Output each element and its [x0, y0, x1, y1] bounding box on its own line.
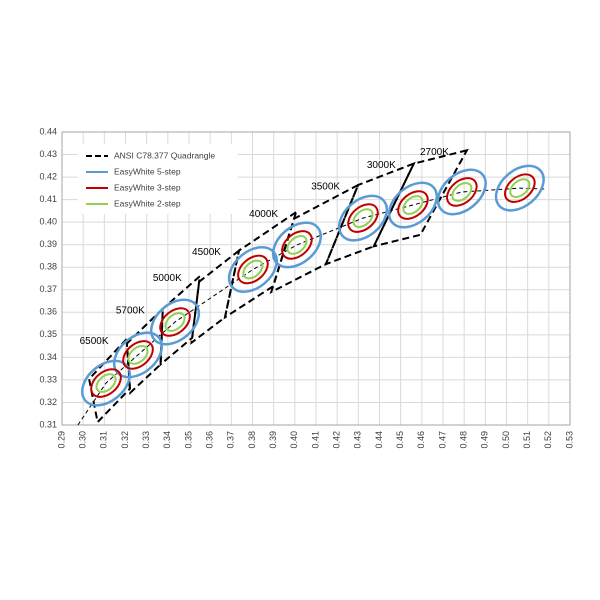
legend-label: EasyWhite 2-step: [114, 198, 181, 208]
y-tick-label: 0.37: [39, 284, 57, 294]
x-tick-label: 0.53: [564, 431, 574, 449]
x-tick-label: 0.43: [353, 431, 363, 449]
x-tick-label: 0.50: [501, 431, 511, 449]
legend-label: EasyWhite 5-step: [114, 166, 181, 176]
macadam-ellipse: [397, 190, 429, 220]
x-tick-label: 0.42: [332, 431, 342, 449]
macadam-ellipse: [509, 178, 531, 198]
x-tick-label: 0.35: [183, 431, 193, 449]
x-tick-label: 0.48: [459, 431, 469, 449]
y-tick-label: 0.41: [39, 194, 57, 204]
x-tick-label: 0.51: [522, 431, 532, 449]
quadrangle: [269, 182, 361, 294]
cct-label: 3500K: [311, 182, 340, 193]
macadam-ellipse: [352, 208, 374, 228]
macadam-ellipse: [504, 173, 536, 203]
cct-label: 4000K: [249, 209, 278, 220]
macadam-ellipse: [451, 182, 473, 202]
y-tick-label: 0.42: [39, 171, 57, 181]
macadam-ellipse: [95, 373, 117, 393]
macadam-ellipse: [122, 340, 154, 370]
quadrangle: [371, 148, 469, 248]
macadam-ellipse: [387, 181, 438, 229]
x-tick-label: 0.32: [120, 431, 130, 449]
macadam-ellipse: [164, 312, 186, 332]
x-tick-label: 0.38: [247, 431, 257, 449]
macadam-ellipse: [286, 235, 308, 255]
x-tick-label: 0.31: [99, 431, 109, 449]
x-tick-label: 0.45: [395, 431, 405, 449]
x-tick-label: 0.34: [162, 431, 172, 449]
cct-label: 5700K: [116, 305, 145, 316]
macadam-ellipse: [494, 164, 545, 212]
x-tick-label: 0.40: [289, 431, 299, 449]
macadam-ellipse: [281, 230, 313, 260]
cct-label: 3000K: [367, 160, 396, 171]
cct-label: 6500K: [80, 336, 109, 347]
macadam-ellipse: [436, 168, 487, 216]
y-tick-label: 0.32: [39, 397, 57, 407]
y-tick-label: 0.38: [39, 262, 57, 272]
y-tick-label: 0.43: [39, 149, 57, 159]
x-tick-label: 0.30: [78, 431, 88, 449]
y-tick-label: 0.35: [39, 329, 57, 339]
x-tick-label: 0.49: [480, 431, 490, 449]
y-tick-label: 0.36: [39, 307, 57, 317]
x-tick-label: 0.44: [374, 431, 384, 449]
macadam-ellipse: [242, 259, 264, 280]
y-tick-label: 0.33: [39, 374, 57, 384]
x-tick-label: 0.37: [226, 431, 236, 449]
macadam-ellipse: [446, 177, 478, 207]
cct-label: 2700K: [420, 147, 449, 158]
y-tick-label: 0.39: [39, 239, 57, 249]
x-tick-label: 0.33: [141, 431, 151, 449]
cct-label: 5000K: [153, 273, 182, 284]
macadam-ellipse: [81, 359, 132, 407]
y-tick-label: 0.44: [39, 126, 57, 136]
macadam-ellipse: [271, 221, 322, 269]
macadam-ellipse: [127, 345, 149, 365]
macadam-ellipse: [237, 254, 269, 285]
legend-label: ANSI C78.377 Quadrangle: [114, 150, 215, 160]
macadam-ellipse: [159, 307, 191, 337]
x-tick-label: 0.39: [268, 431, 278, 449]
x-tick-label: 0.47: [437, 431, 447, 449]
cct-label: 4500K: [192, 247, 221, 258]
macadam-ellipse: [90, 368, 122, 398]
macadam-ellipse: [150, 298, 201, 346]
macadam-ellipse: [347, 203, 379, 233]
quadrangle: [223, 209, 298, 320]
x-tick-label: 0.52: [543, 431, 553, 449]
legend: ANSI C78.377 Quadrangle EasyWhite 5-step E…: [78, 144, 238, 214]
x-tick-label: 0.41: [310, 431, 320, 449]
macadam-ellipse: [337, 194, 389, 242]
x-tick-label: 0.29: [56, 431, 66, 449]
macadam-ellipse: [112, 331, 164, 379]
macadam-ellipse: [402, 195, 424, 215]
y-tick-label: 0.40: [39, 217, 57, 227]
legend-label: EasyWhite 3-step: [114, 182, 181, 192]
x-tick-label: 0.36: [205, 431, 215, 449]
y-tick-label: 0.34: [39, 352, 57, 362]
y-tick-label: 0.31: [39, 419, 57, 429]
plot-border: [61, 131, 571, 426]
x-tick-label: 0.46: [416, 431, 426, 449]
quadrangle: [159, 273, 202, 367]
